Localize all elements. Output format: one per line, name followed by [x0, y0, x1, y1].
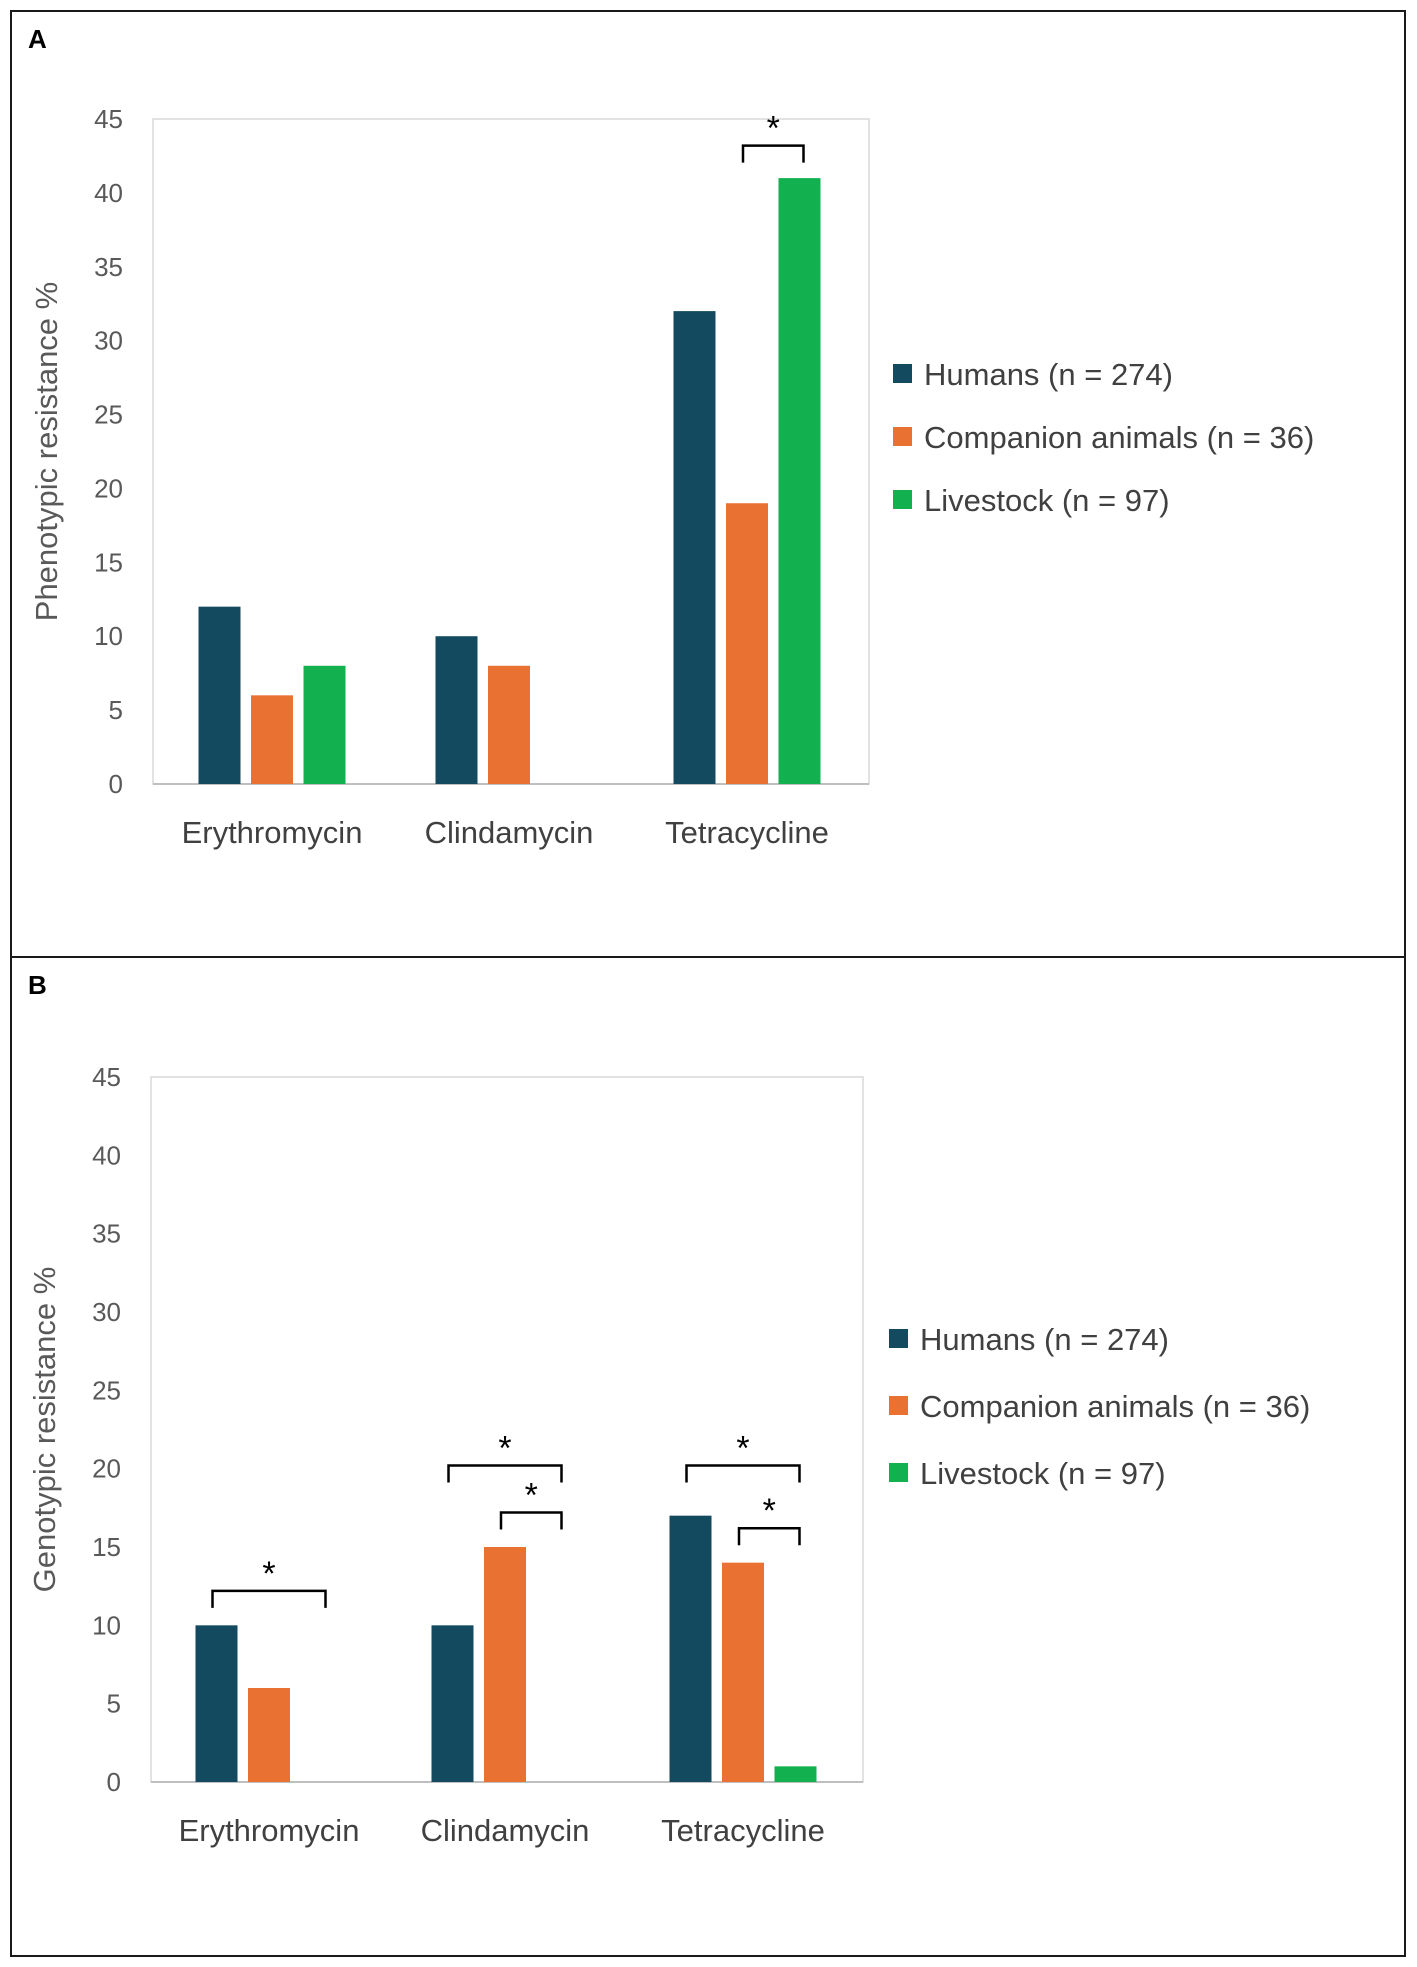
bar — [774, 1766, 817, 1782]
y-tick-label: 15 — [92, 1532, 121, 1562]
bar — [726, 503, 768, 784]
legend-swatch — [893, 427, 912, 446]
y-tick-label: 20 — [94, 473, 123, 503]
legend-swatch — [893, 364, 912, 383]
y-tick-label: 0 — [109, 769, 123, 799]
bar — [198, 606, 241, 784]
significance-star: * — [262, 1555, 275, 1593]
significance-star: * — [498, 1430, 511, 1468]
y-axis-label: Phenotypic resistance % — [29, 282, 64, 621]
bar — [248, 1688, 290, 1782]
significance-bracket — [685, 1464, 801, 1483]
legend-swatch — [889, 1396, 908, 1415]
y-axis-label: Genotypic resistance % — [27, 1267, 62, 1593]
legend-label: Humans (n = 274) — [924, 357, 1173, 392]
y-tick-label: 30 — [94, 326, 123, 356]
y-tick-label: 10 — [92, 1610, 121, 1640]
panel-label-a: A — [28, 24, 47, 54]
panel-label-b: B — [28, 970, 47, 1000]
significance-bracket — [447, 1464, 563, 1483]
legend-label: Companion animals (n = 36) — [924, 420, 1314, 455]
x-category-label: Erythromycin — [182, 815, 363, 850]
x-category-label: Clindamycin — [425, 815, 594, 850]
significance-bracket — [741, 144, 805, 163]
y-tick-label: 5 — [109, 695, 123, 725]
x-category-label: Clindamycin — [421, 1813, 590, 1848]
x-category-label: Tetracycline — [665, 815, 829, 850]
legend-swatch — [893, 490, 912, 509]
y-tick-label: 25 — [92, 1375, 121, 1405]
significance-bracket — [499, 1511, 563, 1530]
bar — [251, 695, 293, 784]
bar — [722, 1562, 764, 1782]
legend-label: Livestock (n = 97) — [920, 1456, 1166, 1491]
bar — [195, 1625, 238, 1782]
bar — [673, 311, 716, 784]
y-tick-label: 0 — [107, 1767, 121, 1797]
legend-swatch — [889, 1463, 908, 1482]
significance-star: * — [763, 1492, 776, 1530]
y-tick-label: 35 — [92, 1219, 121, 1249]
bar — [303, 665, 346, 784]
y-tick-label: 40 — [92, 1140, 121, 1170]
y-tick-label: 20 — [92, 1454, 121, 1484]
legend-label: Humans (n = 274) — [920, 1322, 1169, 1357]
bar — [778, 178, 821, 785]
bar — [488, 665, 530, 784]
significance-bracket — [211, 1589, 327, 1608]
y-tick-label: 40 — [94, 178, 123, 208]
legend-label: Companion animals (n = 36) — [920, 1389, 1310, 1424]
y-tick-label: 10 — [94, 621, 123, 651]
y-tick-label: 5 — [107, 1689, 121, 1719]
bar — [431, 1625, 474, 1782]
significance-star: * — [736, 1430, 749, 1468]
y-tick-label: 25 — [94, 400, 123, 430]
y-tick-label: 45 — [94, 104, 123, 134]
y-tick-label: 35 — [94, 252, 123, 282]
bar — [484, 1547, 526, 1782]
significance-star: * — [767, 110, 780, 148]
y-tick-label: 15 — [94, 547, 123, 577]
y-tick-label: 30 — [92, 1297, 121, 1327]
significance-star: * — [525, 1477, 538, 1515]
x-category-label: Tetracycline — [661, 1813, 825, 1848]
legend-label: Livestock (n = 97) — [924, 483, 1170, 518]
x-category-label: Erythromycin — [179, 1813, 360, 1848]
legend-swatch — [889, 1329, 908, 1348]
significance-bracket — [737, 1526, 801, 1546]
bar — [435, 636, 478, 784]
panel-b: B — [10, 956, 1406, 1957]
y-tick-label: 45 — [92, 1062, 121, 1092]
bar — [669, 1515, 712, 1782]
